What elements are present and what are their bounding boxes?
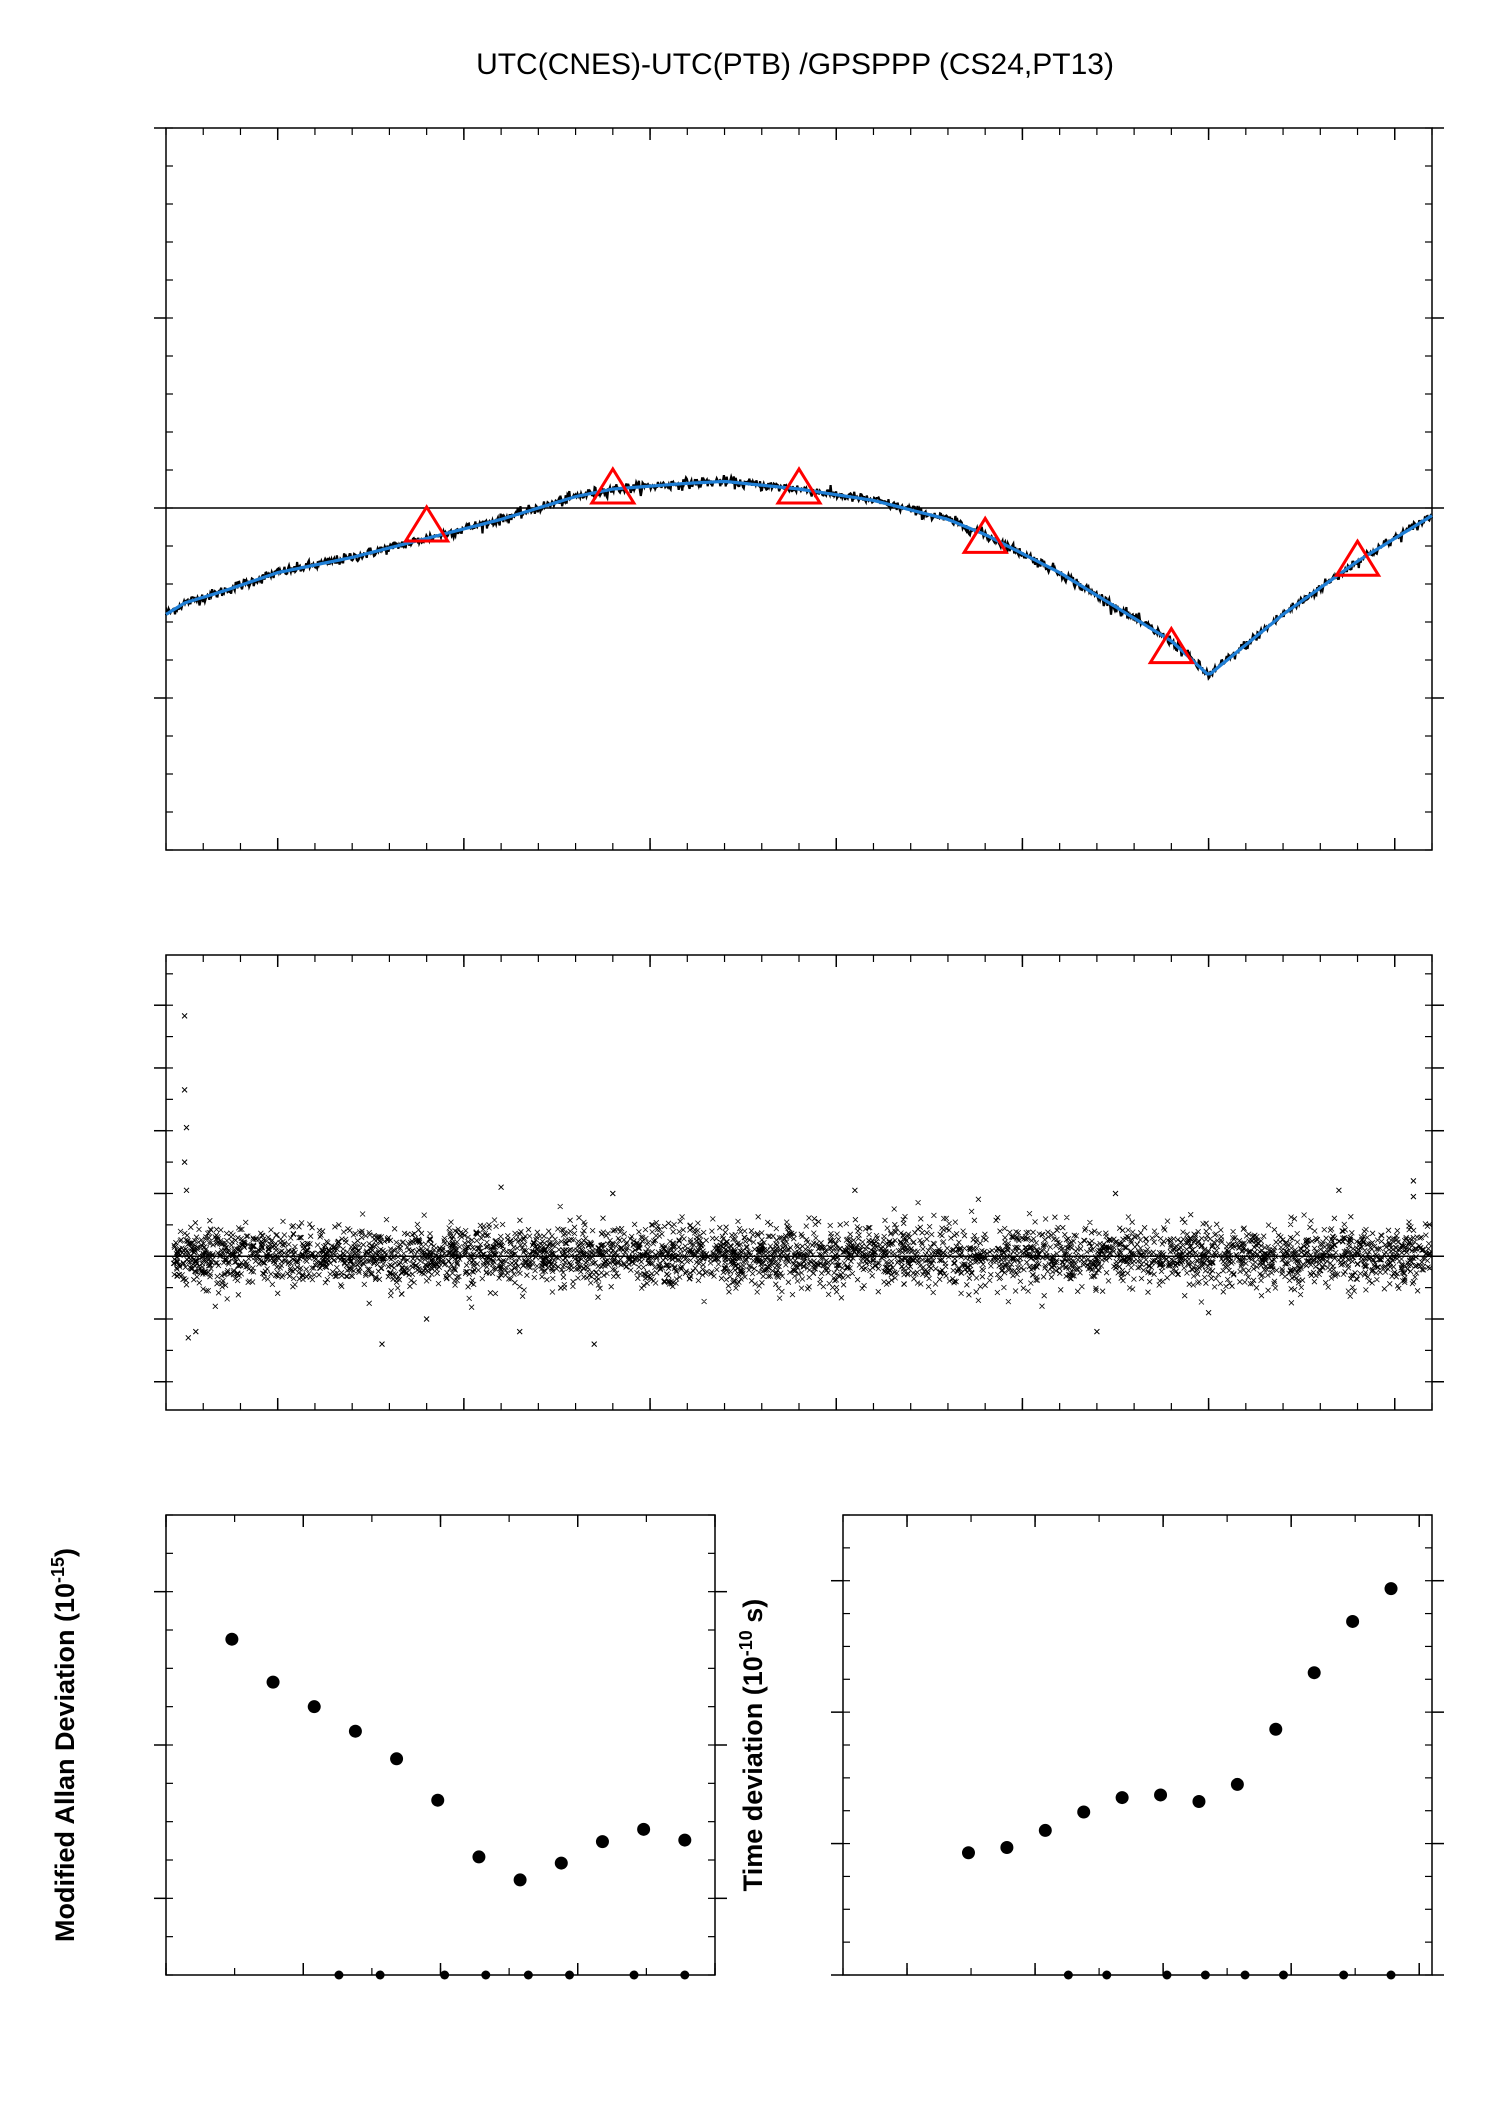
- deviation-point: [1115, 1791, 1129, 1805]
- deviation-point: [1269, 1722, 1283, 1736]
- residual-outlier: [181, 1159, 188, 1165]
- deviation-point: [225, 1632, 239, 1646]
- plot-frame: [165, 954, 1433, 1411]
- residual-outlier: [185, 1334, 192, 1341]
- period-marker: [1102, 1970, 1112, 1980]
- deviation-point: [1077, 1805, 1091, 1819]
- period-marker: [375, 1970, 385, 1980]
- period-marker: [1339, 1970, 1349, 1980]
- triangle-marker: [961, 515, 1009, 554]
- period-marker: [1278, 1970, 1288, 1980]
- deviation-point: [390, 1752, 404, 1766]
- period-marker: [680, 1970, 690, 1980]
- plot-frame: [842, 1514, 1433, 1976]
- period-marker: [334, 1970, 344, 1980]
- deviation-point: [678, 1833, 692, 1847]
- period-marker: [1200, 1970, 1210, 1980]
- residual-outlier: [181, 1087, 188, 1093]
- deviation-point: [1307, 1666, 1321, 1680]
- residual-outlier: [181, 1013, 188, 1019]
- deviation-point: [266, 1675, 280, 1689]
- triangle-marker: [1147, 625, 1196, 665]
- period-marker: [481, 1970, 491, 1980]
- residual-outlier: [591, 1341, 598, 1347]
- deviation-point: [1346, 1614, 1360, 1628]
- triangle-marker: [1333, 538, 1382, 577]
- residual-outlier: [852, 1187, 858, 1194]
- residual-outlier: [1336, 1187, 1342, 1194]
- deviation-point: [513, 1873, 527, 1887]
- period-marker: [1240, 1970, 1250, 1980]
- period-marker: [1386, 1970, 1396, 1980]
- figure-title: UTC(CNES)-UTC(PTB) /GPSPPP (CS24,PT13): [476, 48, 1114, 81]
- residual-outlier: [1410, 1193, 1417, 1200]
- triangle-marker: [775, 466, 823, 505]
- y-axis-title-end: ): [50, 1548, 80, 1557]
- triangle-marker: [402, 504, 451, 543]
- deviation-point: [595, 1835, 609, 1849]
- y-axis-title-main: Modified Allan Deviation (10: [50, 1583, 80, 1942]
- deviation-point: [472, 1850, 486, 1864]
- period-marker: [565, 1970, 575, 1980]
- y-axis-title-exponent: -15: [48, 1557, 68, 1583]
- top-panel: [154, 127, 1444, 851]
- deviation-point: [348, 1724, 362, 1738]
- y-axis-title: Time deviation (10-10 s): [736, 1599, 768, 1892]
- y-axis-title-main: Time deviation (10: [738, 1656, 768, 1891]
- residual-outlier: [1410, 1178, 1417, 1184]
- deviation-point: [307, 1700, 321, 1714]
- residual-outlier: [183, 1124, 190, 1131]
- residual-outlier: [609, 1190, 616, 1197]
- residual-outlier: [498, 1184, 504, 1191]
- deviation-point: [554, 1856, 568, 1870]
- deviation-point: [1038, 1823, 1052, 1837]
- residual-outlier: [516, 1328, 523, 1335]
- plot-frame: [165, 1514, 716, 1976]
- deviation-point: [431, 1793, 445, 1807]
- y-axis-title: Modified Allan Deviation (10-15): [48, 1548, 80, 1942]
- period-marker: [1063, 1970, 1073, 1980]
- deviation-point: [1154, 1788, 1168, 1802]
- smoothed-trace: [165, 479, 1433, 676]
- deviation-point: [1384, 1582, 1398, 1596]
- period-marker: [629, 1970, 639, 1980]
- residual-outlier: [1205, 1309, 1212, 1316]
- residual-outlier: [1094, 1328, 1100, 1335]
- residual-outlier: [1112, 1190, 1119, 1197]
- residuals-panel: [154, 954, 1444, 1411]
- residual-points: [170, 1196, 1433, 1310]
- triangle-marker: [589, 466, 637, 505]
- residual-outlier: [379, 1341, 385, 1347]
- residual-outlier: [183, 1187, 190, 1194]
- mdev-panel: Modified Allan Deviation (10-15): [48, 1514, 727, 1980]
- period-marker: [523, 1970, 533, 1980]
- y-axis-title-end: s): [738, 1599, 768, 1631]
- period-marker: [440, 1970, 450, 1980]
- tdev-panel: Time deviation (10-10 s): [736, 1514, 1444, 1980]
- deviation-point: [637, 1822, 651, 1836]
- deviation-point: [961, 1846, 975, 1860]
- residual-outlier: [192, 1328, 199, 1335]
- deviation-point: [1192, 1795, 1206, 1809]
- deviation-point: [1000, 1841, 1014, 1855]
- residual-outlier: [423, 1316, 430, 1322]
- y-axis-title-exponent: -10: [736, 1630, 756, 1656]
- deviation-point: [1230, 1777, 1244, 1791]
- period-marker: [1162, 1970, 1172, 1980]
